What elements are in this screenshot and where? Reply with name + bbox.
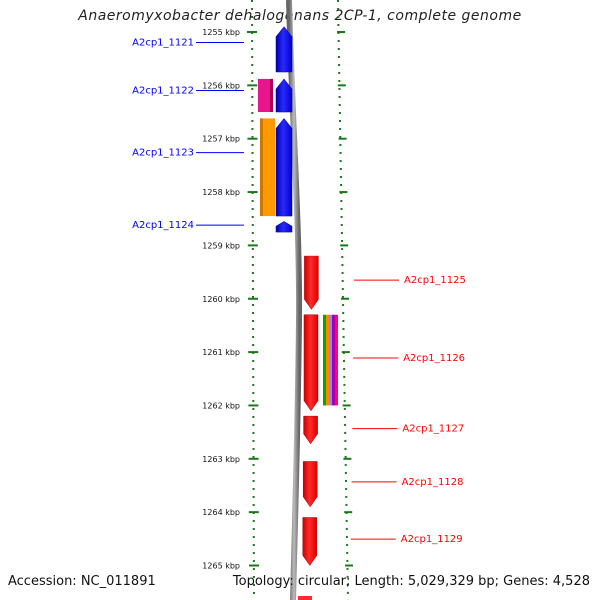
gene-label-A2cp1_1124[interactable]: A2cp1_1124: [132, 220, 194, 231]
orange-feature-edge: [260, 118, 263, 217]
right-ruler-line: [337, 0, 349, 600]
accession-text: Accession: NC_011891: [8, 574, 156, 589]
topology-text: Topology: circular; Length: 5,029,329 bp…: [232, 574, 590, 589]
gene-arrow-A2cp1_1128[interactable]: [302, 461, 318, 508]
gene-arrow-A2cp1_1127[interactable]: [303, 415, 318, 445]
multicolor-feature-stripe: [335, 314, 338, 406]
multicolor-feature-stripe: [329, 314, 332, 406]
gene-label-A2cp1_1127[interactable]: A2cp1_1127: [402, 424, 464, 435]
tick-label: 1262 kbp: [202, 401, 240, 410]
gene-label-A2cp1_1129[interactable]: A2cp1_1129: [401, 534, 463, 545]
multicolor-feature-stripe: [323, 314, 326, 406]
tick-label: 1259 kbp: [202, 241, 240, 250]
left-ruler-line: [251, 0, 255, 600]
gene-arrow-A2cp1_1125[interactable]: [304, 255, 319, 310]
gene-arrow-A2cp1_1121[interactable]: [275, 26, 293, 73]
gene-arrow-A2cp1_1123[interactable]: [275, 118, 293, 217]
gene-arrow-A2cp1_1122[interactable]: [275, 78, 293, 113]
gene-label-A2cp1_1121[interactable]: A2cp1_1121: [132, 38, 194, 49]
orange-feature: [260, 118, 275, 217]
genome-title: Anaeromyxobacter dehalogenans 2CP-1, com…: [78, 8, 522, 24]
magenta-feature: [258, 78, 272, 113]
tick-label: 1261 kbp: [202, 348, 240, 357]
gene-label-A2cp1_1122[interactable]: A2cp1_1122: [132, 86, 194, 97]
tick-label: 1256 kbp: [202, 81, 240, 90]
tick-label: 1255 kbp: [202, 28, 240, 37]
gene-label-A2cp1_1128[interactable]: A2cp1_1128: [402, 477, 464, 488]
multicolor-feature-stripe: [326, 314, 329, 406]
gene-label-A2cp1_1126[interactable]: A2cp1_1126: [403, 353, 465, 364]
magenta-feature-edge: [270, 78, 273, 113]
tick-label: 1258 kbp: [202, 188, 240, 197]
tick-label: 1263 kbp: [202, 455, 240, 464]
gene-arrow-partial: [298, 596, 312, 600]
gene-label-A2cp1_1123[interactable]: A2cp1_1123: [132, 148, 194, 159]
tick-label: 1257 kbp: [202, 135, 240, 144]
genome-backbone: [286, 0, 303, 600]
gene-arrow-A2cp1_1129[interactable]: [302, 517, 318, 566]
gene-arrow-A2cp1_1126[interactable]: [303, 314, 319, 412]
tick-label: 1265 kbp: [202, 562, 240, 571]
tick-label: 1264 kbp: [202, 508, 240, 517]
multicolor-feature-stripe: [332, 314, 335, 406]
gene-arrow-A2cp1_1124[interactable]: [275, 221, 293, 233]
gene-label-A2cp1_1125[interactable]: A2cp1_1125: [404, 275, 466, 286]
tick-label: 1260 kbp: [202, 295, 240, 304]
